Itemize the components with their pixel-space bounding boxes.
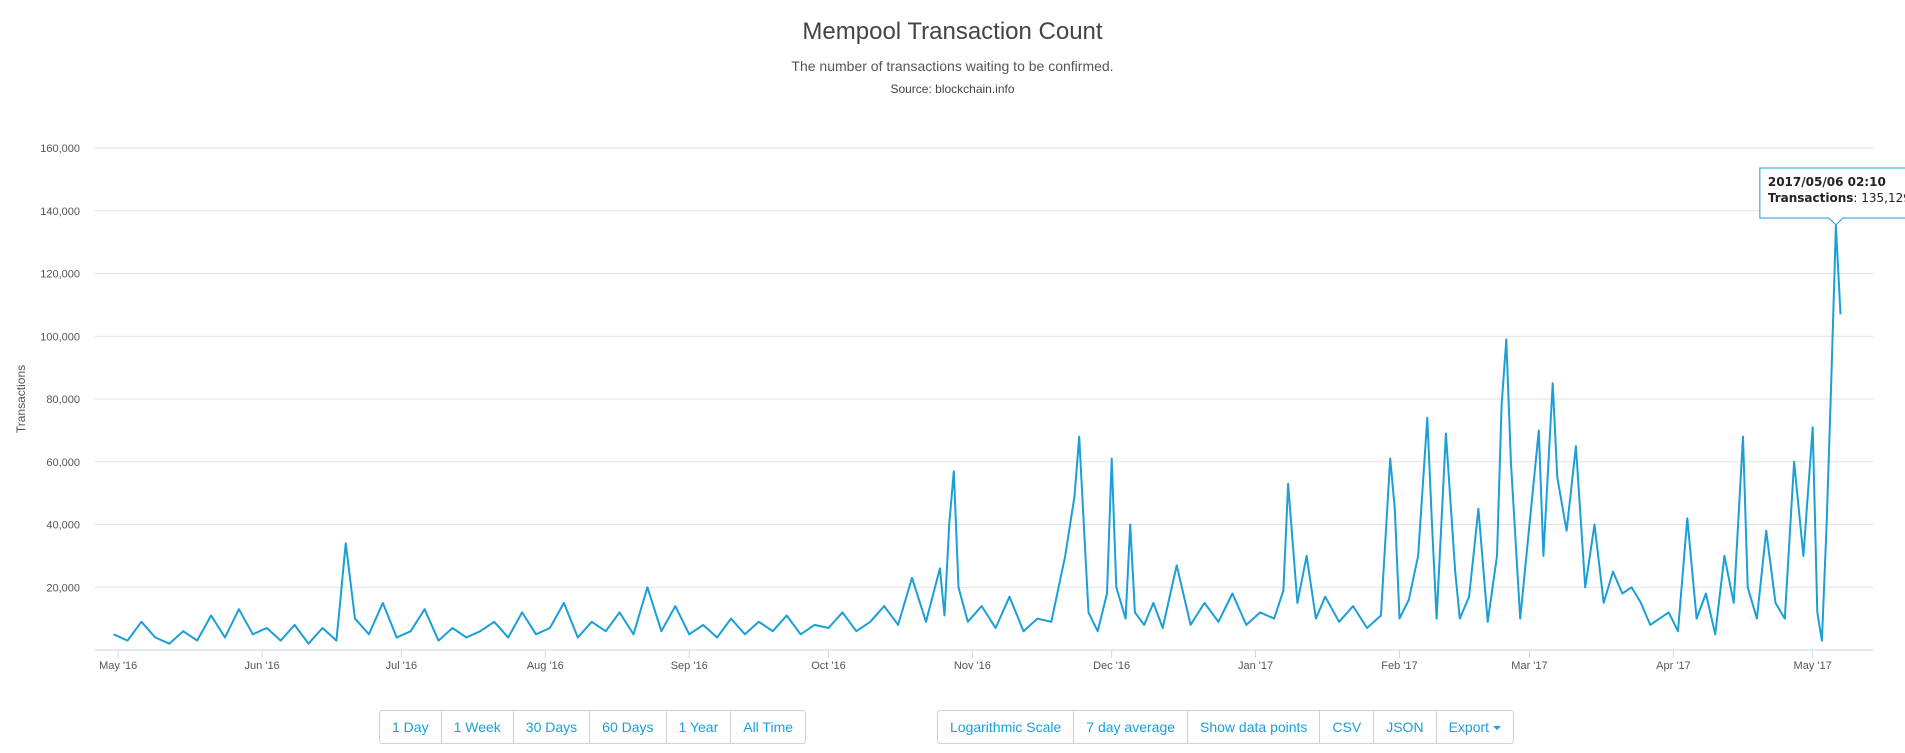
x-tick-label: Oct '16 <box>811 660 846 672</box>
x-tick-label: Mar '17 <box>1511 660 1547 672</box>
seven-day-average-button[interactable]: 7 day average <box>1074 711 1189 743</box>
chart-title: Mempool Transaction Count <box>802 18 1103 45</box>
range-60-days-button[interactable]: 60 Days <box>590 711 667 743</box>
export-dropdown-button[interactable]: Export <box>1437 711 1513 743</box>
option-button-group: Logarithmic Scale 7 day average Show dat… <box>937 710 1515 744</box>
logarithmic-scale-button[interactable]: Logarithmic Scale <box>938 711 1075 743</box>
range-30-days-button[interactable]: 30 Days <box>514 711 591 743</box>
range-1-day-button[interactable]: 1 Day <box>380 711 442 743</box>
y-tick-label: 160,000 <box>40 143 80 155</box>
show-data-points-button[interactable]: Show data points <box>1188 711 1321 743</box>
x-tick-label: Dec '16 <box>1093 660 1130 672</box>
x-tick-label: May '16 <box>99 660 137 672</box>
tooltip-value: Transactions: 135,129 <box>1768 191 1905 205</box>
x-tick-label: Aug '16 <box>527 660 564 672</box>
range-1-year-button[interactable]: 1 Year <box>667 711 732 743</box>
x-tick-label: Jun '16 <box>245 660 280 672</box>
export-label: Export <box>1448 719 1490 735</box>
chevron-down-icon <box>1493 726 1502 731</box>
json-button[interactable]: JSON <box>1374 711 1437 743</box>
x-tick-label: Apr '17 <box>1656 660 1691 672</box>
x-tick-label: Nov '16 <box>954 660 991 672</box>
chart-svg: 20,000 40,000 60,000 80,000 100,000 120,000 14… <box>14 143 1905 672</box>
x-tick-label: Feb '17 <box>1381 660 1417 672</box>
series-line <box>113 225 1842 645</box>
y-tick-label: 100,000 <box>40 331 80 343</box>
range-1-week-button[interactable]: 1 Week <box>442 711 514 743</box>
y-axis-title: Transactions <box>14 365 28 433</box>
y-tick-label: 80,000 <box>46 394 80 406</box>
tooltip-box <box>1759 167 1905 226</box>
tooltip-date: 2017/05/06 02:10 <box>1768 175 1886 189</box>
x-tick-label: Sep '16 <box>671 660 708 672</box>
chart-source: Source: blockchain.info <box>890 82 1015 96</box>
x-tick-label: May '17 <box>1794 660 1832 672</box>
y-tick-label: 20,000 <box>46 582 80 594</box>
y-tick-label: 120,000 <box>40 269 80 281</box>
y-tick-label: 140,000 <box>40 206 80 218</box>
x-tick-label: Jan '17 <box>1238 660 1273 672</box>
range-all-time-button[interactable]: All Time <box>743 719 794 735</box>
y-tick-label: 40,000 <box>46 520 80 532</box>
y-tick-label: 60,000 <box>46 457 80 469</box>
x-tick-label: Jul '16 <box>386 660 417 672</box>
chart-subtitle: The number of transactions waiting to be… <box>791 58 1114 74</box>
csv-button[interactable]: CSV <box>1320 711 1375 743</box>
range-button-group: 1 Day 1 Week 30 Days 60 Days 1 Year All … <box>379 710 807 744</box>
